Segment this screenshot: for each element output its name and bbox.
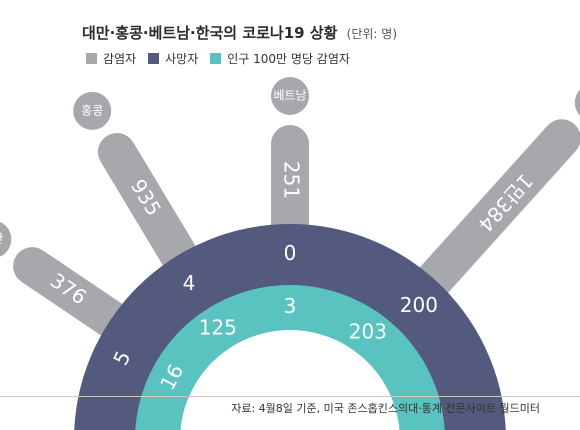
legend-item-infected: 감염자 xyxy=(86,50,136,67)
chart-title: 대만·홍콩·베트남·한국의 코로나19 상황 (단위: 명) xyxy=(82,22,397,43)
country-label: 베트남 xyxy=(273,89,306,103)
legend-item-deaths: 사망자 xyxy=(148,50,198,67)
title-text: 대만·홍콩·베트남·한국의 코로나19 상황 xyxy=(82,24,338,42)
deaths-value-label: 4 xyxy=(183,271,196,295)
navy-square-icon xyxy=(148,53,160,64)
divider xyxy=(0,396,580,397)
country-bubble xyxy=(0,221,12,257)
unit-label: (단위: 명) xyxy=(346,27,397,41)
gray-square-icon xyxy=(86,53,97,64)
source-note: 자료: 4월8일 기준, 미국 존스홉킨스의대·통계 전문사이트 월드미터 xyxy=(231,402,540,415)
legend-label: 감염자 xyxy=(103,52,137,66)
legend-label: 사망자 xyxy=(165,52,199,66)
country-bubble xyxy=(73,91,112,130)
legend-item-per-million: 인구 100만 명당 감염자 xyxy=(210,50,350,67)
country-label: 홍콩 xyxy=(81,103,103,117)
deaths-value-label: 0 xyxy=(284,241,297,265)
country-bubble xyxy=(271,77,309,115)
infected-bar-1 xyxy=(97,132,209,291)
legend: 감염자 사망자 인구 100만 명당 감염자 xyxy=(86,50,350,67)
per-million-value-label: 3 xyxy=(284,294,297,318)
legend-label: 인구 100만 명당 감염자 xyxy=(227,52,350,66)
center-cutout xyxy=(180,330,400,430)
teal-square-icon xyxy=(210,53,222,64)
infected-bar-3 xyxy=(402,119,580,314)
per-million-value-label: 203 xyxy=(349,319,387,343)
per-million-value-label: 125 xyxy=(199,315,237,339)
country-label: 대만 xyxy=(0,232,3,246)
deaths-value-label: 200 xyxy=(400,293,438,317)
infected-value-label: 251 xyxy=(280,161,304,199)
country-bubble xyxy=(574,89,580,116)
